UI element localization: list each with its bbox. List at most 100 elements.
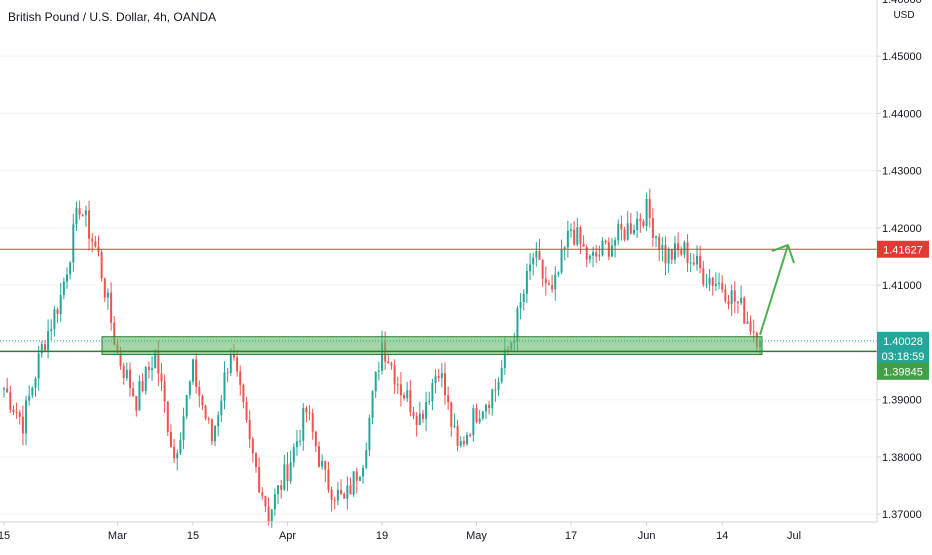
candle-body: [141, 381, 144, 392]
candle-body: [743, 297, 746, 324]
candle-body: [15, 412, 18, 414]
x-tick-label: Mar: [108, 530, 127, 542]
candle-body: [84, 210, 87, 216]
candle-body: [270, 509, 273, 522]
candle-body: [623, 229, 626, 240]
candle-body: [324, 460, 327, 470]
candle-body: [66, 274, 68, 282]
candle-body: [620, 223, 623, 230]
candle-body: [330, 489, 333, 500]
candle-body: [214, 426, 217, 442]
candle-body: [201, 395, 204, 406]
candle-body: [664, 244, 667, 264]
candle-body: [34, 378, 37, 388]
candle-body: [154, 351, 157, 369]
candle-body: [541, 259, 544, 279]
candle-body: [711, 277, 714, 286]
candle-body: [289, 462, 292, 482]
candle-body: [21, 416, 24, 434]
candle-body: [629, 223, 632, 234]
candle-body: [381, 342, 383, 371]
candle-body: [724, 289, 727, 302]
candle-body: [343, 493, 346, 499]
candle-body: [595, 252, 598, 257]
candle-body: [75, 208, 78, 225]
candle-body: [702, 268, 705, 285]
candle-body: [62, 281, 65, 296]
candle-body: [547, 283, 550, 285]
candle-body: [428, 401, 431, 403]
candle-body: [500, 368, 503, 382]
candle-body: [355, 471, 358, 481]
candle-body: [557, 272, 560, 275]
candle-body: [746, 321, 749, 324]
candle-body: [585, 246, 588, 260]
candle-body: [740, 297, 743, 303]
candle-body: [210, 419, 213, 442]
candle-body: [749, 321, 752, 332]
candle-body: [522, 293, 525, 303]
candle-body: [434, 376, 437, 384]
candle-body: [714, 283, 717, 286]
candle-body: [645, 198, 648, 226]
candle-body: [390, 363, 393, 366]
candle-body: [525, 270, 528, 294]
candle-body: [122, 365, 125, 379]
candle-body: [248, 420, 251, 440]
candle-body: [88, 210, 91, 239]
candle-body: [318, 446, 320, 467]
candle-body: [453, 425, 456, 427]
y-tick-label: 1.44000: [882, 108, 922, 120]
candle-body: [544, 278, 547, 284]
candle-body: [554, 274, 557, 290]
candle-body: [242, 384, 245, 403]
time-axis[interactable]: 15 Mar 15 Apr 19 May 17 Jun 14 Jul: [0, 521, 877, 542]
candle-body: [28, 395, 31, 401]
candle-body: [204, 405, 207, 419]
candle-body: [229, 354, 232, 373]
candle-body: [736, 301, 739, 303]
candle-body: [393, 365, 396, 385]
candle-body: [236, 357, 239, 372]
price-axis[interactable]: 1.370001.380001.390001.400001.410001.420…: [876, 0, 929, 522]
candle-body: [125, 369, 128, 379]
x-tick-label: May: [466, 530, 487, 542]
candle-body: [459, 440, 462, 446]
candle-body: [692, 262, 695, 265]
candle-body: [469, 434, 472, 436]
candle-body: [321, 460, 324, 467]
candle-body: [135, 395, 138, 411]
y-tick-label: 1.45000: [882, 51, 922, 63]
candle-body: [302, 408, 305, 441]
candle-body: [396, 384, 399, 386]
candle-body: [588, 255, 591, 260]
candle-body: [437, 376, 440, 379]
candle-body: [456, 425, 459, 446]
candle-body: [368, 417, 371, 451]
candle-body: [25, 400, 28, 434]
candle-body: [264, 495, 267, 507]
y-tick-label: 1.38000: [882, 452, 922, 464]
candle-body: [349, 485, 352, 495]
candle-body: [484, 404, 487, 412]
x-tick-label: 17: [565, 530, 577, 542]
candle-body: [648, 198, 651, 218]
candle-body: [488, 404, 491, 409]
candle-body: [81, 214, 84, 216]
candle-body: [472, 408, 475, 436]
candle-body: [173, 446, 176, 459]
candle-body: [50, 329, 53, 332]
candle-body: [535, 251, 538, 258]
candle-body: [56, 309, 59, 315]
candle-body: [658, 236, 661, 250]
resistance-price-badge-bg: [877, 240, 929, 258]
candle-body: [188, 381, 191, 396]
candle-body: [601, 240, 604, 256]
candle-body: [157, 351, 160, 374]
candle-body: [283, 464, 286, 490]
annotations: [0, 244, 877, 355]
candle-body: [176, 453, 179, 459]
candle-body: [226, 372, 229, 374]
